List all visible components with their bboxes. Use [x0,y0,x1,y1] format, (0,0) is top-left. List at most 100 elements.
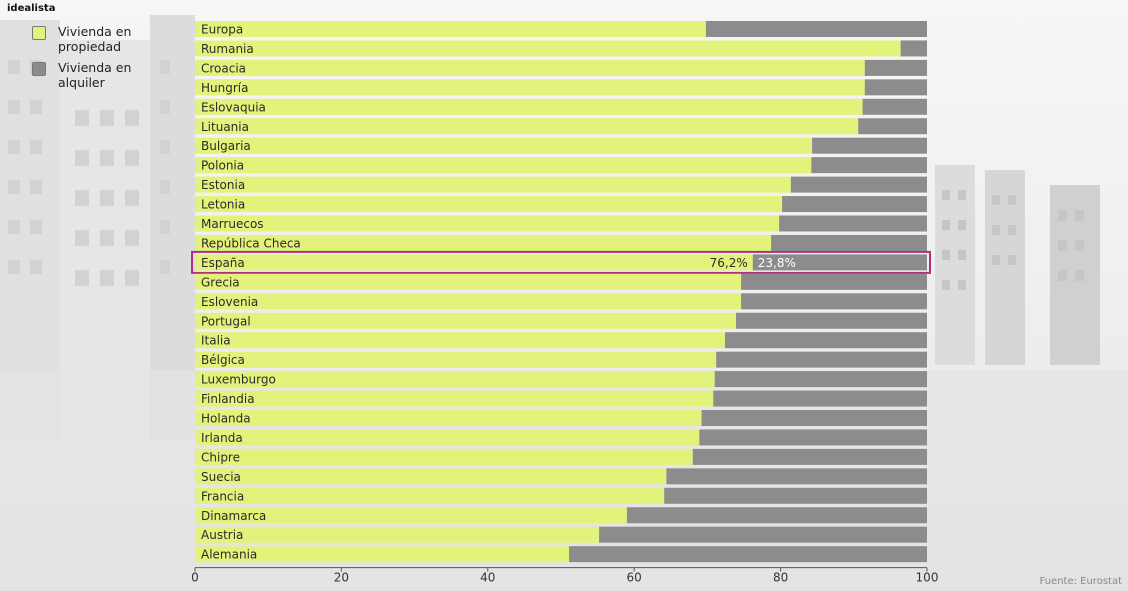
category-label-chipre: Chipre [201,450,240,464]
bar-owned-letonia [195,196,783,213]
bar-rented-alemania [569,546,927,563]
highlight-frame [191,250,931,274]
bar-rented-portugal [735,312,927,329]
category-label-polonia: Polonia [201,159,244,173]
bar-owned-republica-checa [195,234,772,251]
bar-rented-eslovenia [741,293,927,310]
bar-owned-luxemburgo [195,371,715,388]
category-label-croacia: Croacia [201,61,246,75]
bar-rented-irlanda [699,429,927,446]
bar-owned-holanda [195,410,702,426]
category-label-espana: España [201,256,245,270]
category-label-dinamarca: Dinamarca [201,509,266,523]
bar-owned-portugal [195,312,736,329]
bar-owned-suecia [195,468,667,485]
bar-rented-austria [599,526,927,543]
bar-rented-lituania [858,118,927,135]
category-label-letonia: Letonia [201,198,245,212]
category-label-francia: Francia [201,489,244,503]
legend-swatch-owned [32,26,46,40]
category-label-suecia: Suecia [201,470,241,484]
bar-owned-eslovaquia [195,98,863,115]
bar-owned-lituania [195,118,859,135]
category-label-holanda: Holanda [201,412,251,426]
bar-owned-eslovenia [195,293,742,310]
x-tick-label: 100 [916,571,939,585]
category-label-lituania: Lituania [201,120,249,134]
legend-swatch-rented [32,62,46,76]
bar-rented-estonia [790,176,927,193]
bar-rented-suecia [666,468,927,485]
bar-rented-grecia [741,273,927,290]
bar-rented-letonia [782,196,927,213]
bar-owned-europa [195,21,706,37]
bar-rented-chipre [692,448,927,465]
bar-owned-grecia [195,273,742,290]
data-label-owned: 76,2% [710,256,748,270]
category-label-alemania: Alemania [201,548,257,562]
bar-owned-belgica [195,351,717,368]
source-note: Fuente: Eurostat [1039,576,1123,587]
bar-rented-italia [724,332,927,349]
x-tick-label: 0 [191,571,199,585]
category-label-rumania: Rumania [201,42,254,56]
legend-label-owned: Vivienda en propiedad [58,24,132,54]
category-label-bulgaria: Bulgaria [201,139,251,153]
x-tick-label: 40 [480,571,495,585]
category-label-austria: Austria [201,528,243,542]
bar-rented-eslovaquia [862,98,927,115]
x-tick-label: 60 [627,571,642,585]
bar-rented-republica-checa [771,234,927,251]
bar-rented-marruecos [779,215,927,232]
bar-rented-holanda [701,410,927,426]
category-label-luxemburgo: Luxemburgo [201,373,276,387]
legend-item-owned: Vivienda en propiedad [32,24,172,54]
bar-rented-bulgaria [812,137,927,154]
bar-owned-finlandia [195,390,714,407]
category-label-belgica: Bélgica [201,353,245,367]
bar-owned-austria [195,526,600,543]
bar-rented-polonia [811,157,927,174]
category-label-finlandia: Finlandia [201,392,255,406]
category-label-republica-checa: República Checa [201,236,301,250]
bar-rented-luxemburgo [714,371,927,388]
category-label-irlanda: Irlanda [201,431,243,445]
chart-legend: Vivienda en propiedad Vivienda en alquil… [32,24,172,96]
bar-owned-polonia [195,157,812,174]
bar-owned-irlanda [195,429,700,446]
brand-logo: idealista [7,3,56,14]
bar-owned-rumania [195,40,901,57]
bar-owned-dinamarca [195,507,627,524]
category-label-italia: Italia [201,334,231,348]
bar-rented-croacia [864,59,927,76]
bar-owned-francia [195,487,665,504]
bar-owned-marruecos [195,215,780,232]
category-label-marruecos: Marruecos [201,217,264,231]
category-label-grecia: Grecia [201,275,240,289]
legend-item-rented: Vivienda en alquiler [32,60,172,90]
category-label-estonia: Estonia [201,178,245,192]
category-label-hungria: Hungría [201,81,248,95]
bar-owned-estonia [195,176,791,193]
bar-owned-bulgaria [195,137,813,154]
x-tick-label: 20 [334,571,349,585]
bar-owned-hungria [195,79,865,96]
category-label-eslovenia: Eslovenia [201,295,258,309]
bar-rented-finlandia [713,390,927,407]
bar-rented-belgica [716,351,927,368]
category-label-europa: Europa [201,23,243,37]
bar-owned-croacia [195,59,865,76]
legend-label-rented: Vivienda en alquiler [58,60,132,90]
bar-owned-italia [195,332,725,349]
data-label-rented: 23,8% [758,256,796,270]
bar-rented-espana [752,254,927,271]
bar-rented-rumania [900,40,927,57]
bar-owned-espana [195,254,753,271]
bar-owned-chipre [195,448,693,465]
bar-rented-europa [705,21,927,37]
bar-owned-alemania [195,546,570,563]
category-label-eslovaquia: Eslovaquia [201,100,266,114]
x-tick-label: 80 [773,571,788,585]
bar-rented-dinamarca [626,507,927,524]
